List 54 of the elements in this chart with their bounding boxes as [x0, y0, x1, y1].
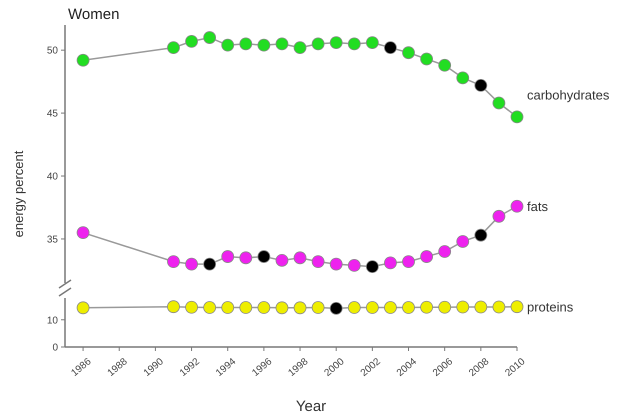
point: [239, 251, 252, 264]
point: [203, 258, 216, 271]
point: [203, 31, 216, 44]
point: [402, 46, 415, 60]
point: [167, 255, 180, 268]
point: [384, 41, 397, 54]
point: [456, 235, 470, 248]
point: [420, 52, 433, 66]
point: [257, 250, 270, 263]
point: [239, 37, 252, 50]
chart-title: Women: [68, 6, 120, 23]
y-tick-label: 50: [46, 46, 58, 57]
point: [492, 96, 506, 110]
point: [257, 38, 270, 52]
point: [456, 71, 470, 84]
point: [474, 228, 488, 242]
y-tick-label: 35: [46, 234, 58, 246]
point: [185, 34, 198, 48]
point: [366, 36, 379, 50]
point: [276, 254, 288, 267]
point: [221, 250, 234, 263]
series-label: carbohydrates: [527, 87, 610, 102]
series-label: fats: [527, 198, 548, 214]
point: [330, 258, 343, 271]
point: [312, 37, 325, 50]
point: [438, 58, 452, 72]
point: [294, 251, 306, 264]
point: [330, 36, 343, 50]
x-axis-title: Year: [296, 398, 326, 415]
point: [366, 260, 379, 274]
point: [438, 245, 452, 258]
point: [312, 255, 325, 268]
point: [167, 41, 180, 54]
point: [276, 37, 288, 50]
y-axis-title: energy percent: [11, 150, 26, 238]
y-tick-label: 10: [46, 315, 58, 326]
point: [510, 110, 524, 124]
point: [221, 38, 234, 52]
point: [510, 200, 524, 213]
point: [402, 255, 415, 268]
point: [474, 79, 488, 92]
y-tick-label: 45: [46, 108, 58, 120]
series-label: proteins: [527, 299, 574, 314]
point: [76, 54, 90, 67]
point: [348, 258, 361, 272]
point: [76, 226, 90, 240]
point: [348, 37, 361, 50]
point: [492, 210, 506, 223]
y-tick-label: 40: [46, 172, 58, 183]
point: [420, 250, 433, 263]
y-tick-label: 0: [52, 342, 58, 354]
point: [384, 256, 397, 270]
point: [294, 41, 306, 54]
point: [185, 258, 198, 271]
